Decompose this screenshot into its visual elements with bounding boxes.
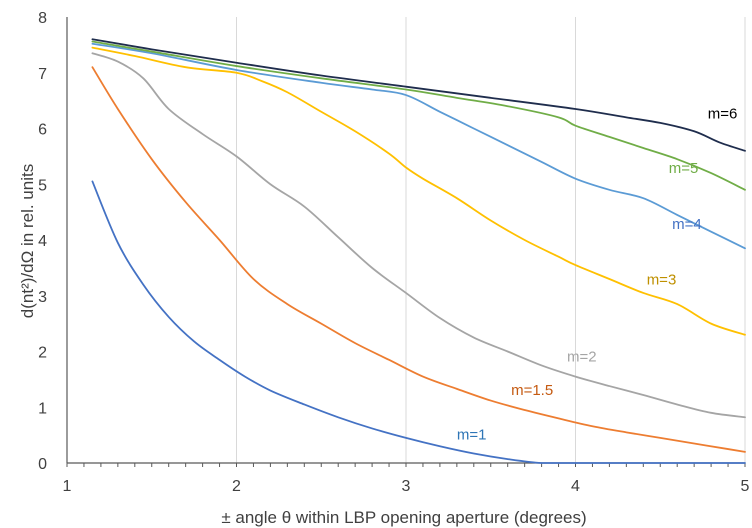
x-axis-title: ± angle θ within LBP opening aperture (d… — [221, 508, 586, 527]
series-line-m-6 — [91, 38, 746, 152]
series-line-m-1-5 — [91, 66, 746, 453]
x-tick-label: 4 — [571, 478, 580, 495]
series-label-m-5: m=5 — [669, 160, 699, 177]
series-label-m-3: m=3 — [647, 272, 677, 289]
x-tick-label: 5 — [741, 478, 750, 495]
y-tick-label: 7 — [38, 66, 47, 83]
series-line-m-5 — [91, 40, 746, 191]
y-tick-label: 8 — [38, 10, 47, 27]
series-lines — [91, 38, 746, 464]
series-label-m-1: m=1 — [457, 427, 487, 444]
series-label-m-4: m=4 — [672, 216, 702, 233]
x-tick-label: 3 — [402, 478, 411, 495]
series-line-m-2 — [91, 52, 746, 419]
y-tick-label: 0 — [38, 456, 47, 473]
series-line-m-4 — [91, 42, 746, 250]
series-line-m-3 — [91, 46, 746, 336]
y-axis-title: d(nt²)/dΩ in rel. units — [18, 164, 37, 318]
series-label-m-6: m=6 — [708, 105, 738, 122]
gridlines — [66, 17, 746, 463]
y-tick-label: 1 — [38, 400, 47, 417]
series-line-m-1 — [91, 180, 746, 464]
series-labels: m=6 m=5 m=4 m=3 m=2 m=1.5 m=1 — [457, 105, 737, 443]
y-tick-label: 2 — [38, 345, 47, 362]
y-tick-label: 4 — [38, 233, 47, 250]
y-tick-label: 6 — [38, 122, 47, 139]
x-tick-label: 1 — [63, 478, 72, 495]
series-label-m-2: m=2 — [567, 349, 597, 366]
x-tick-label: 2 — [232, 478, 241, 495]
y-tick-label: 3 — [38, 289, 47, 306]
series-label-m-1-5: m=1.5 — [511, 382, 553, 399]
y-tick-label: 5 — [38, 177, 47, 194]
